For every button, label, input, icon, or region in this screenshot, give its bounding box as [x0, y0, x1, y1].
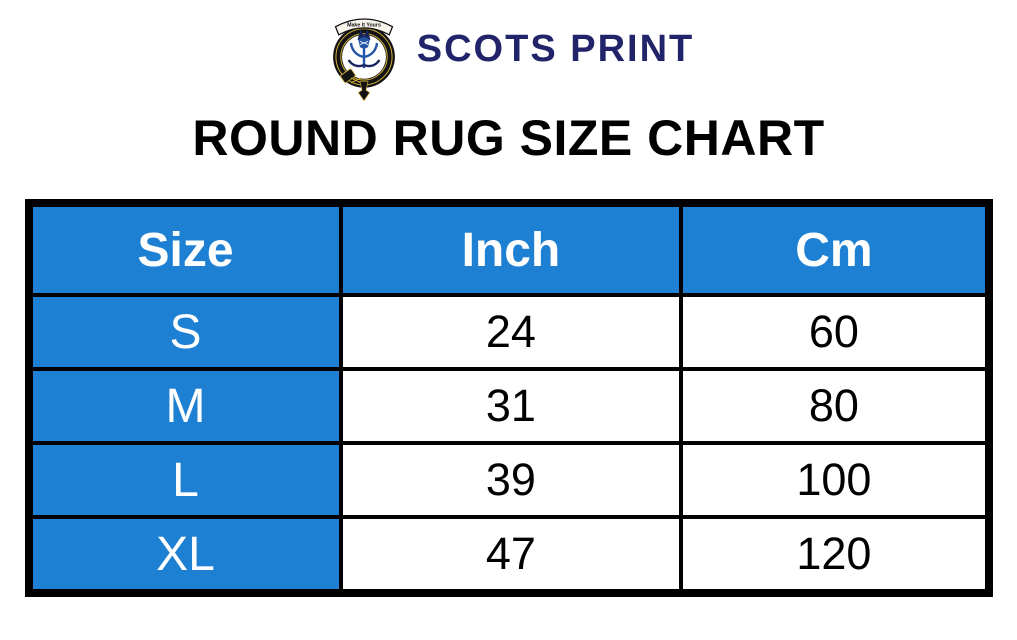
- size-chart-container: Size Inch Cm S 24 60 M 31 80 L 3: [24, 199, 993, 597]
- inch-cell: 31: [338, 367, 684, 445]
- size-chart-table: Size Inch Cm S 24 60 M 31 80 L 3: [24, 199, 993, 597]
- col-header-cm: Cm: [679, 201, 991, 297]
- motto-banner: Make It Yours: [334, 18, 394, 36]
- size-cell: L: [26, 441, 343, 519]
- inch-cell: 47: [338, 515, 684, 595]
- inch-cell: 24: [338, 293, 684, 371]
- table-row: S 24 60: [26, 293, 991, 371]
- clan-crest-logo: Make It Yours: [332, 18, 395, 102]
- table-row: XL 47 120: [26, 515, 991, 595]
- size-cell: M: [26, 367, 343, 445]
- col-header-inch: Inch: [338, 201, 684, 297]
- size-cell: S: [26, 293, 343, 371]
- table-row: L 39 100: [26, 441, 991, 519]
- col-header-size: Size: [26, 201, 343, 297]
- motto-text: Make It Yours: [347, 22, 381, 28]
- inch-cell: 39: [338, 441, 684, 519]
- cm-cell: 100: [679, 441, 991, 519]
- header-row: Size Inch Cm: [26, 201, 991, 297]
- table-row: M 31 80: [26, 367, 991, 445]
- cm-cell: 80: [679, 367, 991, 445]
- thistle-icon: [347, 29, 381, 69]
- size-cell: XL: [26, 515, 343, 595]
- cm-cell: 120: [679, 515, 991, 595]
- page-title: ROUND RUG SIZE CHART: [192, 110, 825, 166]
- brand-header: Make It Yours SCOTS PRINT: [0, 0, 1017, 102]
- brand-wordmark: SCOTS PRINT: [416, 28, 695, 70]
- buckle-strap-icon: [340, 68, 370, 102]
- cm-cell: 60: [679, 293, 991, 371]
